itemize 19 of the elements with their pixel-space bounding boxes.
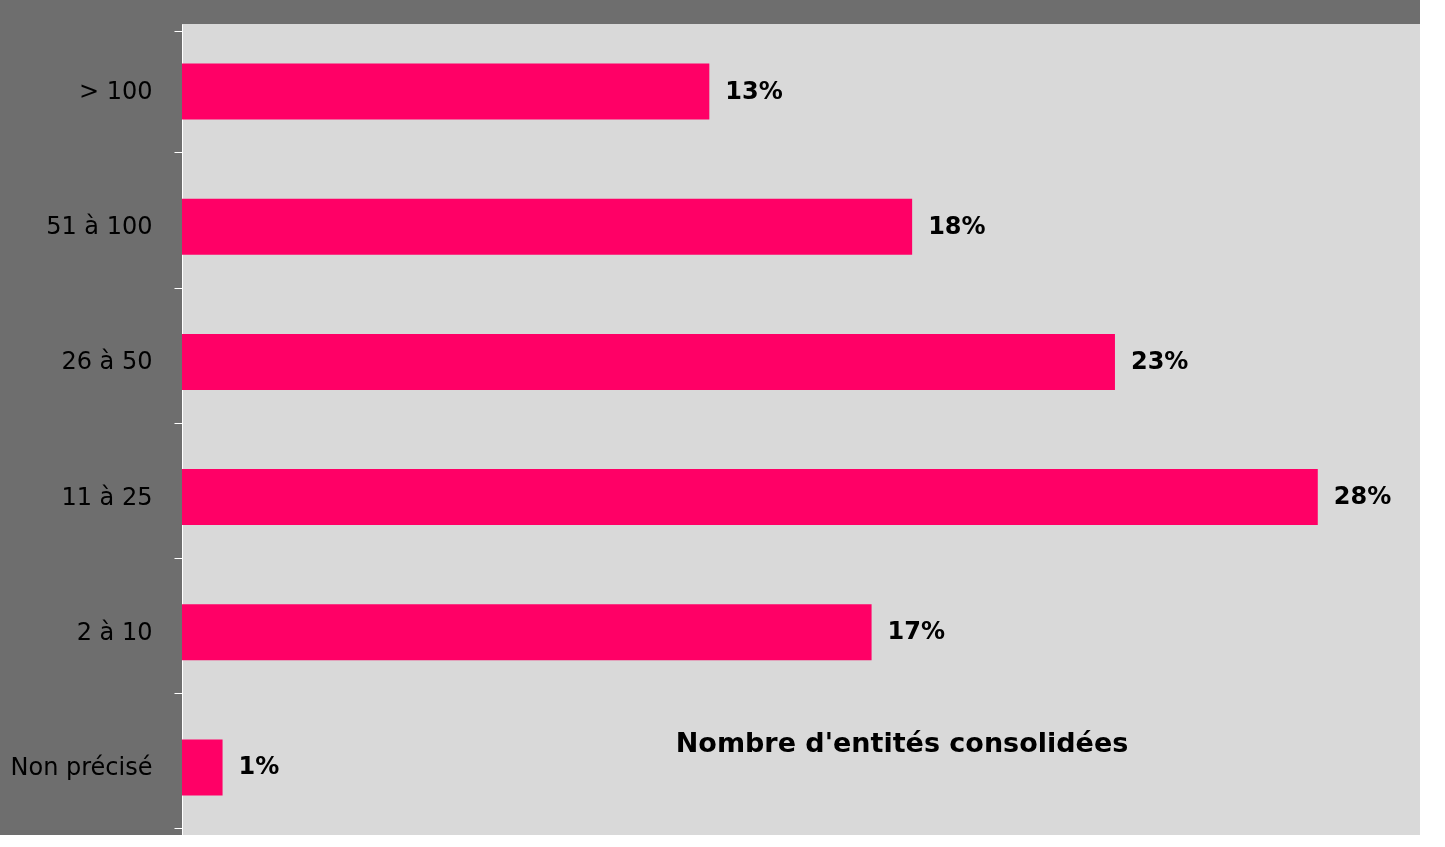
y-tick-label: > 100 (78, 77, 153, 106)
data-label: 13% (725, 76, 783, 105)
data-label: 23% (1130, 346, 1189, 375)
data-label: 18% (928, 211, 986, 240)
bar (182, 604, 872, 661)
y-tick-label: 51 à 100 (46, 212, 153, 241)
y-tick-label: 2 à 10 (76, 617, 153, 646)
bar (182, 739, 223, 796)
y-tick-label: 11 à 25 (61, 482, 153, 511)
data-label: 1% (238, 752, 280, 781)
data-label: 17% (887, 617, 946, 646)
bar (182, 198, 913, 255)
text: Nombre d'entités consolidées (675, 727, 1129, 758)
data-label: 28% (1333, 482, 1392, 511)
bar (182, 333, 1115, 390)
bar (182, 469, 1318, 526)
y-tick-label: 26 à 50 (61, 347, 153, 376)
bar (182, 63, 710, 120)
y-tick-label: Non précisé (10, 752, 153, 781)
